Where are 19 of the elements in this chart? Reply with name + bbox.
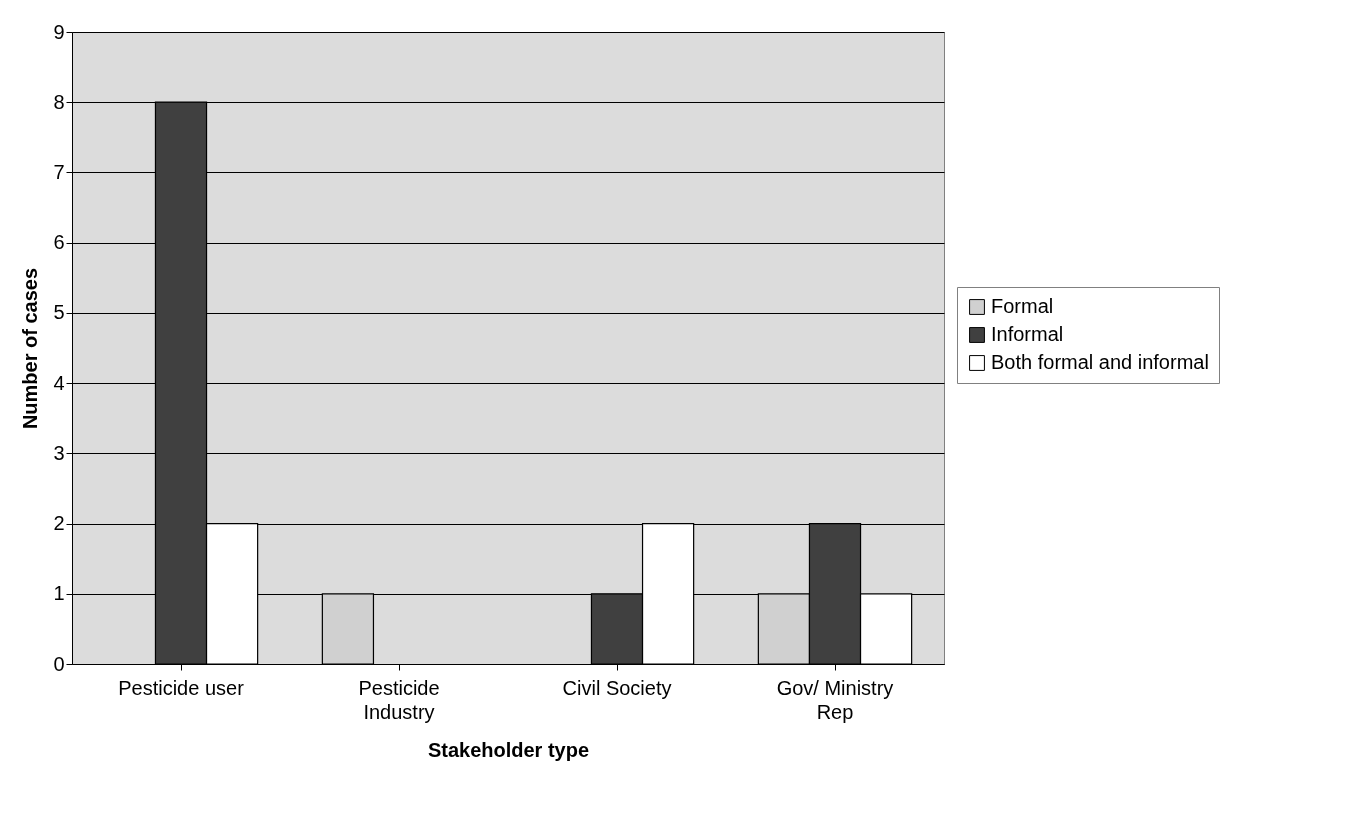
x-tick-label: Civil Society xyxy=(562,676,672,699)
x-tick-label: Pesticide user xyxy=(118,676,245,699)
legend-label: Informal xyxy=(991,323,1064,345)
legend-label: Formal xyxy=(991,295,1054,317)
y-tick-label: 1 xyxy=(53,582,65,605)
y-tick-label: 2 xyxy=(53,512,65,535)
x-tick-label: Pesticide Industry xyxy=(358,676,440,723)
y-tick-label: 6 xyxy=(53,231,65,254)
y-tick-label: 8 xyxy=(53,90,65,113)
y-tick-label: 5 xyxy=(53,301,65,324)
y-tick-label: 3 xyxy=(53,441,65,464)
y-tick-label: 0 xyxy=(53,652,65,675)
legend-label: Both formal and informal xyxy=(991,351,1209,373)
y-tick-label: 7 xyxy=(53,160,65,183)
y-tick-label: 9 xyxy=(53,20,65,43)
y-tick-label: 4 xyxy=(53,371,65,394)
x-axis-title: Stakeholder type xyxy=(427,738,590,761)
y-axis-title: Number of cases xyxy=(19,267,42,430)
x-tick-label: Gov/ Ministry Rep xyxy=(776,676,894,723)
